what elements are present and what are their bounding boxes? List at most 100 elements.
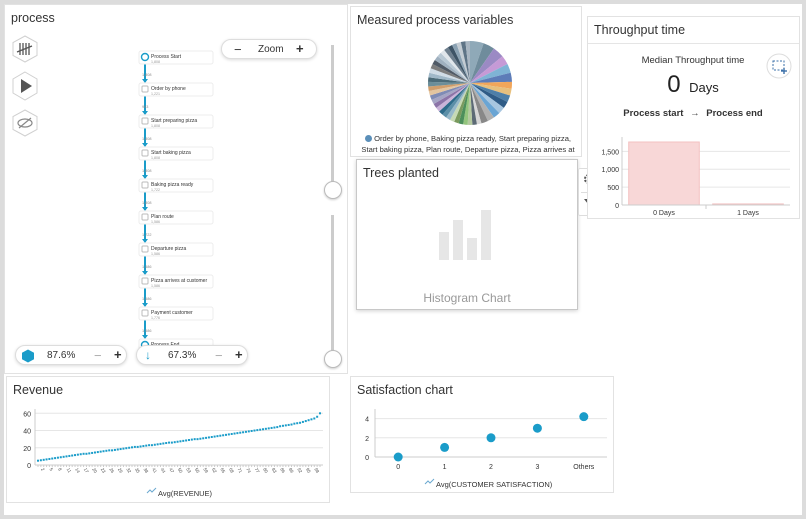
pie-slice [470, 81, 512, 89]
x-tick-label: 2 [40, 467, 46, 472]
y-tick-label: 4 [365, 417, 369, 424]
revenue-point [296, 422, 299, 425]
revenue-point [225, 433, 227, 436]
dashboard-canvas: process − Zoom + 1,808 Process Start 1,808… [4, 4, 802, 515]
revenue-point [108, 449, 111, 452]
revenue-point [290, 423, 293, 426]
activities-slider-track[interactable] [331, 45, 334, 185]
revenue-point [76, 453, 79, 456]
x-tick-label: 26 [108, 467, 115, 474]
revenue-point [196, 438, 199, 441]
pie-slice [460, 41, 470, 83]
process-edge-count: 1,586 [142, 297, 152, 301]
revenue-point [176, 440, 179, 443]
process-node-box [138, 146, 214, 161]
tally-marks-icon[interactable] [11, 35, 39, 63]
revenue-point [227, 433, 230, 436]
revenue-point [48, 457, 51, 460]
trees-panel: Trees planted Histogram Chart [356, 159, 578, 310]
process-node-label: Departure pizza [151, 246, 187, 252]
process-node-count: 1,808 [151, 60, 160, 64]
paths-decrease-button[interactable]: − [215, 348, 223, 363]
pie-slice [442, 83, 470, 118]
process-edge-arrow [142, 79, 148, 83]
play-icon[interactable] [11, 71, 39, 101]
revenue-point [119, 448, 122, 451]
revenue-point [45, 458, 48, 461]
histogram-placeholder-label: Histogram Chart [423, 291, 511, 305]
revenue-point [145, 444, 148, 447]
x-tick-label: 50 [177, 467, 184, 474]
pie-legend: Order by phone, Baking pizza ready, Star… [359, 133, 577, 155]
process-activity-icon [141, 117, 149, 125]
activities-increase-button[interactable]: + [114, 347, 122, 362]
revenue-point [79, 453, 82, 456]
process-edge-count: 1,808 [142, 73, 152, 77]
process-node-count: 1,586 [151, 220, 160, 224]
revenue-point [267, 427, 270, 430]
range-from[interactable]: Process start [623, 108, 684, 119]
revenue-point [162, 442, 165, 445]
revenue-point [207, 436, 210, 439]
process-edge-arrow [142, 271, 148, 275]
pie-slice [470, 64, 511, 83]
process-edge-arrow [142, 143, 148, 147]
satisfaction-point [579, 412, 589, 422]
x-tick-label: 80 [262, 467, 269, 474]
activities-hexagon-icon [22, 349, 34, 363]
revenue-point [247, 430, 250, 433]
revenue-point [262, 428, 265, 431]
activities-slider-handle[interactable] [324, 181, 342, 199]
process-edge-count: 1,808 [142, 137, 152, 141]
revenue-point [250, 429, 253, 432]
x-tick-label: 65 [219, 467, 226, 474]
paths-percent: 67.3% [168, 350, 197, 361]
activities-decrease-button[interactable]: − [94, 348, 102, 363]
satisfaction-panel: Satisfaction chart 0 2 4 0 1 2 3 Others Avg(CUST… [350, 376, 614, 493]
x-tick-label: 0 [396, 464, 400, 471]
revenue-point [62, 455, 65, 458]
revenue-point [99, 450, 102, 453]
eye-hidden-icon[interactable] [11, 109, 39, 137]
satisfaction-point [393, 452, 403, 462]
x-tick-label: 83 [271, 467, 278, 474]
pie-chart[interactable] [426, 39, 514, 127]
paths-slider-track[interactable] [331, 215, 334, 355]
zoom-in-button[interactable]: + [296, 41, 304, 56]
add-selection-icon[interactable] [766, 53, 792, 79]
process-node-box [138, 306, 214, 321]
revenue-point [37, 459, 39, 462]
pie-slice [470, 83, 504, 114]
paths-slider-handle[interactable] [324, 350, 342, 368]
revenue-point [173, 441, 176, 444]
revenue-point [259, 428, 262, 431]
revenue-point [133, 445, 136, 448]
x-tick-label: 53 [185, 467, 192, 474]
zoom-out-button[interactable]: − [234, 42, 242, 57]
paths-control: ↓ 67.3% − + [136, 345, 248, 365]
revenue-point [242, 431, 245, 434]
revenue-point [213, 435, 216, 438]
pie-slice [436, 83, 470, 112]
process-node-count: 1,808 [151, 124, 160, 128]
pie-slice [439, 83, 470, 115]
pie-slice [470, 56, 508, 83]
range-to[interactable]: Process end [706, 108, 763, 119]
revenue-point [105, 449, 108, 452]
revenue-point [74, 454, 77, 457]
pie-slice [428, 72, 470, 83]
median-unit: Days [689, 80, 719, 95]
x-tick-label: 89 [288, 467, 295, 474]
x-tick-label: 44 [160, 467, 167, 474]
paths-increase-button[interactable]: + [235, 347, 243, 362]
